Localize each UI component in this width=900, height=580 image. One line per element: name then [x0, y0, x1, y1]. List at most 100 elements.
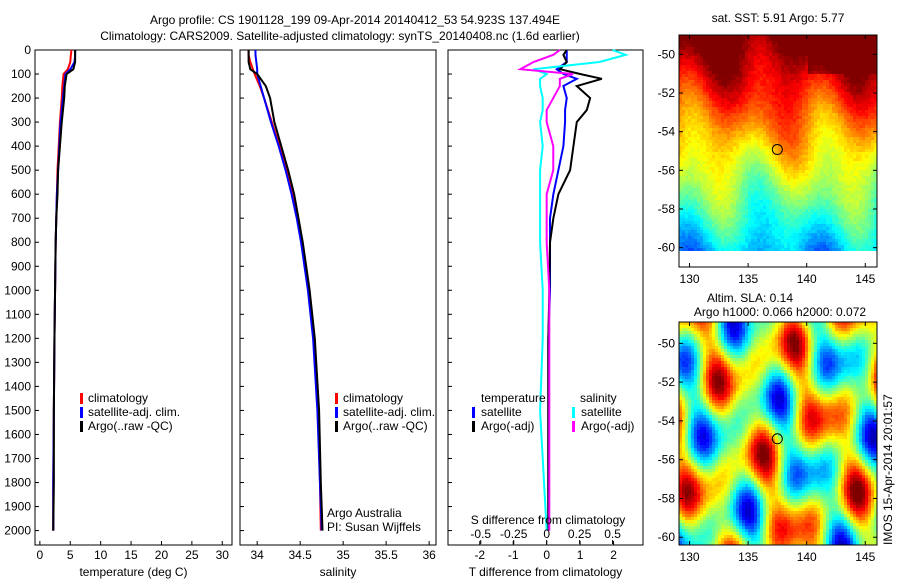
x-tick-label: 30	[216, 548, 230, 562]
series-line-salinity-argo-adj-	[516, 49, 574, 531]
map-y-tick-label: -58	[658, 491, 676, 505]
map-x-tick-label: 135	[738, 550, 758, 564]
map-axes-box	[678, 34, 878, 268]
map-y-tick-label: -60	[658, 241, 676, 255]
title-line-1: Argo profile: CS 1901128_199 09-Apr-2014…	[150, 13, 560, 27]
legend-label: climatology	[88, 391, 148, 405]
x2-tick-label: -0.5	[470, 527, 491, 541]
map-y-tick-label: -52	[658, 375, 676, 389]
x-tick-label: 35	[336, 548, 350, 562]
legend-label: Argo(..raw -QC)	[88, 419, 173, 433]
x2-tick-label: -0.25	[500, 527, 528, 541]
x2-axis-label: S difference from climatology	[471, 513, 626, 527]
x-tick-label: 1	[577, 548, 584, 562]
depth-tick-label: 1300	[4, 355, 31, 369]
depth-tick-label: 600	[11, 187, 31, 201]
x2-tick-label: 0.5	[604, 527, 621, 541]
legend-label: satellite	[481, 405, 522, 419]
depth-tick-label: 300	[11, 115, 31, 129]
depth-tick-label: 1600	[4, 427, 31, 441]
map-axes-box	[678, 321, 878, 546]
map-x-tick-label: 140	[797, 550, 817, 564]
legend-label: Argo(..raw -QC)	[343, 419, 428, 433]
x-tick-label: 34.5	[288, 548, 312, 562]
map-y-tick-label: -60	[658, 530, 676, 544]
map-x-tick-label: 135	[738, 272, 758, 286]
depth-tick-label: 1500	[4, 403, 31, 417]
depth-tick-label: 0	[24, 43, 31, 57]
x-tick-label: -1	[508, 548, 519, 562]
timestamp: IMOS 15-Apr-2014 20:01:57	[881, 394, 895, 545]
x-tick-label: 34	[251, 548, 265, 562]
panel-1-axes-box	[34, 49, 233, 546]
legend-swatch	[80, 407, 83, 418]
map-x-tick-label: 140	[797, 272, 817, 286]
sst-map-image	[679, 35, 877, 267]
map-x-tick-label: 145	[855, 550, 875, 564]
legend-swatch	[472, 421, 475, 432]
argo-location-marker	[771, 144, 783, 156]
depth-tick-label: 1000	[4, 283, 31, 297]
depth-tick-label: 400	[11, 139, 31, 153]
depth-tick-label: 500	[11, 163, 31, 177]
legend-group-title: temperature	[481, 391, 546, 405]
map-x-tick-label: 145	[855, 272, 875, 286]
x-tick-label: 5	[67, 548, 74, 562]
map-x-tick-label: 130	[680, 272, 700, 286]
legend-label: satellite-adj. clim.	[343, 405, 435, 419]
depth-tick-label: 1900	[4, 500, 31, 514]
depth-tick-label: 1100	[5, 307, 31, 321]
depth-tick-label: 100	[11, 67, 31, 81]
legend-swatch	[80, 421, 83, 432]
map-y-tick-label: -52	[658, 86, 676, 100]
credit-line-1: Argo Australia	[327, 506, 402, 520]
x-tick-label: 2	[610, 548, 617, 562]
legend-swatch	[472, 407, 475, 418]
x-axis-label: temperature (deg C)	[79, 565, 187, 579]
map-y-tick-label: -56	[658, 163, 676, 177]
sla-map-title-1: Altim. SLA: 0.14	[707, 291, 793, 305]
x2-tick-label: 0.25	[568, 527, 592, 541]
x-tick-label: 10	[94, 548, 108, 562]
x-tick-label: 15	[124, 548, 138, 562]
sst-map-title: sat. SST: 5.91 Argo: 5.77	[712, 11, 845, 25]
depth-tick-label: 200	[11, 91, 31, 105]
legend-group-title: salinity	[580, 391, 617, 405]
x-axis-label: salinity	[320, 565, 357, 579]
legend-label: Argo(-adj)	[481, 419, 534, 433]
x-tick-label: 36	[422, 548, 436, 562]
x-tick-label: 25	[185, 548, 199, 562]
panel-3-axes-box	[447, 49, 644, 546]
x-tick-label: 35.5	[374, 548, 398, 562]
title-line-2: Climatology: CARS2009. Satellite-adjuste…	[100, 29, 580, 43]
map-x-tick-label: 130	[680, 550, 700, 564]
map-y-tick-label: -54	[658, 125, 676, 139]
depth-tick-label: 1800	[4, 476, 31, 490]
legend-label: climatology	[343, 391, 403, 405]
legend-label: satellite-adj. clim.	[88, 405, 180, 419]
depth-tick-label: 1400	[4, 379, 31, 393]
depth-tick-label: 700	[11, 211, 31, 225]
legend-swatch	[335, 407, 338, 418]
legend-swatch	[572, 421, 575, 432]
credit-line-2: PI: Susan Wijffels	[327, 520, 421, 534]
x2-tick-label: 0	[543, 527, 550, 541]
legend-label: Argo(-adj)	[581, 419, 634, 433]
x-tick-label: -2	[474, 548, 485, 562]
series-line-argo-raw-qc-	[247, 50, 324, 531]
series-line-argo-raw-qc-	[52, 50, 77, 531]
panel-2-axes-box	[239, 49, 437, 546]
legend-swatch	[572, 407, 575, 418]
map-y-tick-label: -50	[658, 336, 676, 350]
map-y-tick-label: -50	[658, 47, 676, 61]
map-y-tick-label: -58	[658, 202, 676, 216]
depth-tick-label: 1200	[4, 331, 31, 345]
x-tick-label: 0	[37, 548, 44, 562]
series-line-satellite-adj-clim-	[254, 50, 323, 531]
map-y-tick-label: -56	[658, 453, 676, 467]
map-y-tick-label: -54	[658, 414, 676, 428]
x-tick-label: 20	[155, 548, 169, 562]
